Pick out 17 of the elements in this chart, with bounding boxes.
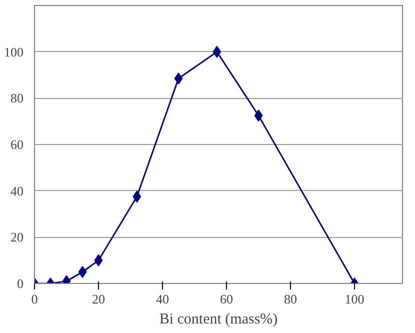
- point: [254, 110, 263, 122]
- x-tick-label: 80: [284, 292, 297, 306]
- y-tick-label: 80: [10, 90, 24, 106]
- y-tick-label: 0: [17, 276, 24, 291]
- x-axis-title: Bi content (mass%): [159, 312, 278, 328]
- point: [174, 72, 183, 84]
- point: [212, 46, 222, 58]
- x-tick-label: 100: [344, 292, 364, 306]
- x-tick-label: 40: [156, 292, 169, 306]
- point: [132, 190, 142, 203]
- x-tick-label: 20: [92, 292, 105, 306]
- x-tick-label: 60: [220, 292, 233, 306]
- x-tick-label: 0: [31, 292, 38, 306]
- y-tick-label: 100: [4, 44, 24, 60]
- y-tick-label: 20: [10, 230, 24, 245]
- y-tick-label: 60: [10, 137, 24, 152]
- y-tick-label: 40: [10, 183, 24, 198]
